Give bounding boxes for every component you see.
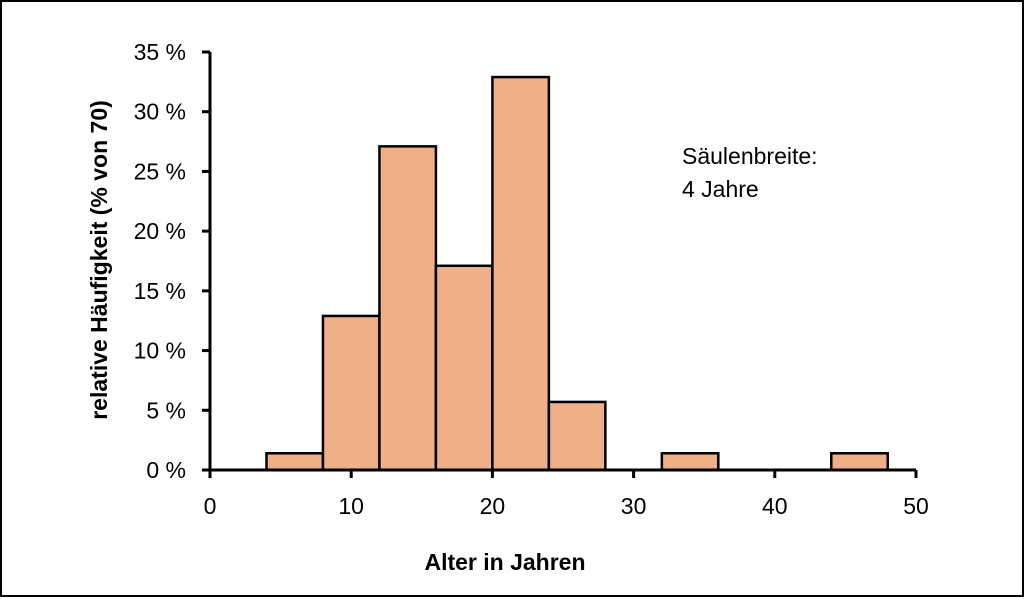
y-axis-title: relative Häufigkeit (% von 70) <box>86 100 112 420</box>
x-tick-label: 20 <box>480 493 506 519</box>
x-tick-label: 0 <box>204 493 217 519</box>
y-tick-label: 25 % <box>134 158 186 184</box>
annotation-line-2: 4 Jahre <box>682 176 759 202</box>
histogram-bar <box>491 75 551 472</box>
annotation-line-1: Säulenbreite: <box>682 143 818 169</box>
x-tick-label: 10 <box>338 493 364 519</box>
histogram-bar <box>830 452 890 472</box>
x-tick-label: 30 <box>621 493 647 519</box>
y-tick-label: 15 % <box>134 278 186 304</box>
histogram-bar <box>265 452 325 472</box>
y-tick-label: 30 % <box>134 99 186 125</box>
x-tick-label: 50 <box>903 493 929 519</box>
histogram-bar <box>434 264 494 472</box>
y-tick-label: 10 % <box>134 338 186 364</box>
y-ticks-group: 0 % 5 % 10 % 15 % 20 % 25 % 30 % 35 % <box>134 39 210 483</box>
x-ticks-group: 0 10 20 30 40 50 <box>204 470 929 519</box>
y-tick-label: 0 % <box>146 457 186 483</box>
x-tick-label: 40 <box>762 493 788 519</box>
bars-group <box>265 75 890 472</box>
y-tick-label: 20 % <box>134 218 186 244</box>
y-tick-label: 5 % <box>146 397 186 423</box>
y-tick-label: 35 % <box>134 39 186 65</box>
histogram-bar <box>378 145 438 472</box>
x-axis-title: Alter in Jahren <box>424 549 585 575</box>
histogram-bar <box>547 400 607 472</box>
histogram-bar <box>321 314 381 472</box>
histogram-bar <box>660 452 720 472</box>
